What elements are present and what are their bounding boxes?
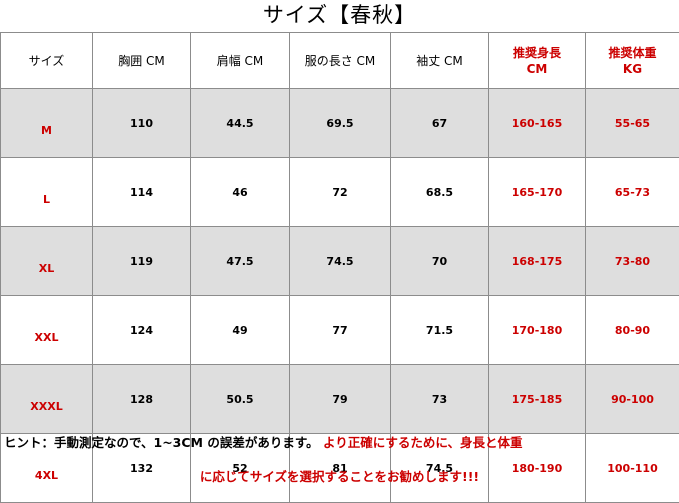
header-length: 服の長さ CM xyxy=(290,33,391,89)
header-recommended-height-label: 推奨身長 xyxy=(489,45,585,61)
height-cell: 170-180 xyxy=(489,296,586,365)
table-row: XXXL 128 50.5 79 73 175-185 90-100 xyxy=(1,365,679,434)
header-sleeve: 袖丈 CM xyxy=(391,33,489,89)
length-cell: 74.5 xyxy=(290,227,391,296)
height-cell: 175-185 xyxy=(489,365,586,434)
size-cell: L xyxy=(1,158,93,227)
shoulder-cell: 44.5 xyxy=(191,89,290,158)
weight-cell: 90-100 xyxy=(586,365,679,434)
sleeve-cell: 70 xyxy=(391,227,489,296)
length-cell: 79 xyxy=(290,365,391,434)
height-cell: 165-170 xyxy=(489,158,586,227)
size-cell: M xyxy=(1,89,93,158)
length-cell: 69.5 xyxy=(290,89,391,158)
sleeve-cell: 67 xyxy=(391,89,489,158)
weight-cell: 73-80 xyxy=(586,227,679,296)
hint-recommendation-text: より正確にするために、身長と体重 xyxy=(319,435,523,450)
table-row: L 114 46 72 68.5 165-170 65-73 xyxy=(1,158,679,227)
header-recommended-height: 推奨身長 CM xyxy=(489,33,586,89)
header-bust: 胸囲 CM xyxy=(93,33,191,89)
weight-cell: 65-73 xyxy=(586,158,679,227)
table-row: XXL 124 49 77 71.5 170-180 80-90 xyxy=(1,296,679,365)
size-cell: XXXL xyxy=(1,365,93,434)
sleeve-cell: 68.5 xyxy=(391,158,489,227)
shoulder-cell: 49 xyxy=(191,296,290,365)
header-recommended-weight: 推奨体重 KG xyxy=(586,33,679,89)
hint-note-continued: に応じてサイズを選択することをお勧めします!!! xyxy=(0,466,679,485)
bust-cell: 119 xyxy=(93,227,191,296)
sleeve-cell: 71.5 xyxy=(391,296,489,365)
bust-cell: 128 xyxy=(93,365,191,434)
shoulder-cell: 46 xyxy=(191,158,290,227)
length-cell: 77 xyxy=(290,296,391,365)
table-row: XL 119 47.5 74.5 70 168-175 73-80 xyxy=(1,227,679,296)
bust-cell: 124 xyxy=(93,296,191,365)
shoulder-cell: 50.5 xyxy=(191,365,290,434)
header-recommended-weight-label: 推奨体重 xyxy=(586,45,679,61)
weight-cell: 55-65 xyxy=(586,89,679,158)
bust-cell: 110 xyxy=(93,89,191,158)
height-cell: 160-165 xyxy=(489,89,586,158)
header-size: サイズ xyxy=(1,33,93,89)
length-cell: 72 xyxy=(290,158,391,227)
header-shoulder: 肩幅 CM xyxy=(191,33,290,89)
weight-cell: 80-90 xyxy=(586,296,679,365)
header-recommended-weight-unit: KG xyxy=(586,61,679,77)
page-title: サイズ【春秋】 xyxy=(0,0,679,32)
size-cell: XL xyxy=(1,227,93,296)
hint-text: ヒント：手動測定なので、1~3CM の誤差があります。 xyxy=(4,435,319,450)
hint-note: ヒント：手動測定なので、1~3CM の誤差があります。 より正確にするために、身… xyxy=(4,432,679,451)
shoulder-cell: 47.5 xyxy=(191,227,290,296)
table-row: M 110 44.5 69.5 67 160-165 55-65 xyxy=(1,89,679,158)
header-row: サイズ 胸囲 CM 肩幅 CM 服の長さ CM 袖丈 CM 推奨身長 CM 推奨… xyxy=(1,33,679,89)
sleeve-cell: 73 xyxy=(391,365,489,434)
height-cell: 168-175 xyxy=(489,227,586,296)
bust-cell: 114 xyxy=(93,158,191,227)
header-recommended-height-unit: CM xyxy=(489,61,585,77)
size-cell: XXL xyxy=(1,296,93,365)
